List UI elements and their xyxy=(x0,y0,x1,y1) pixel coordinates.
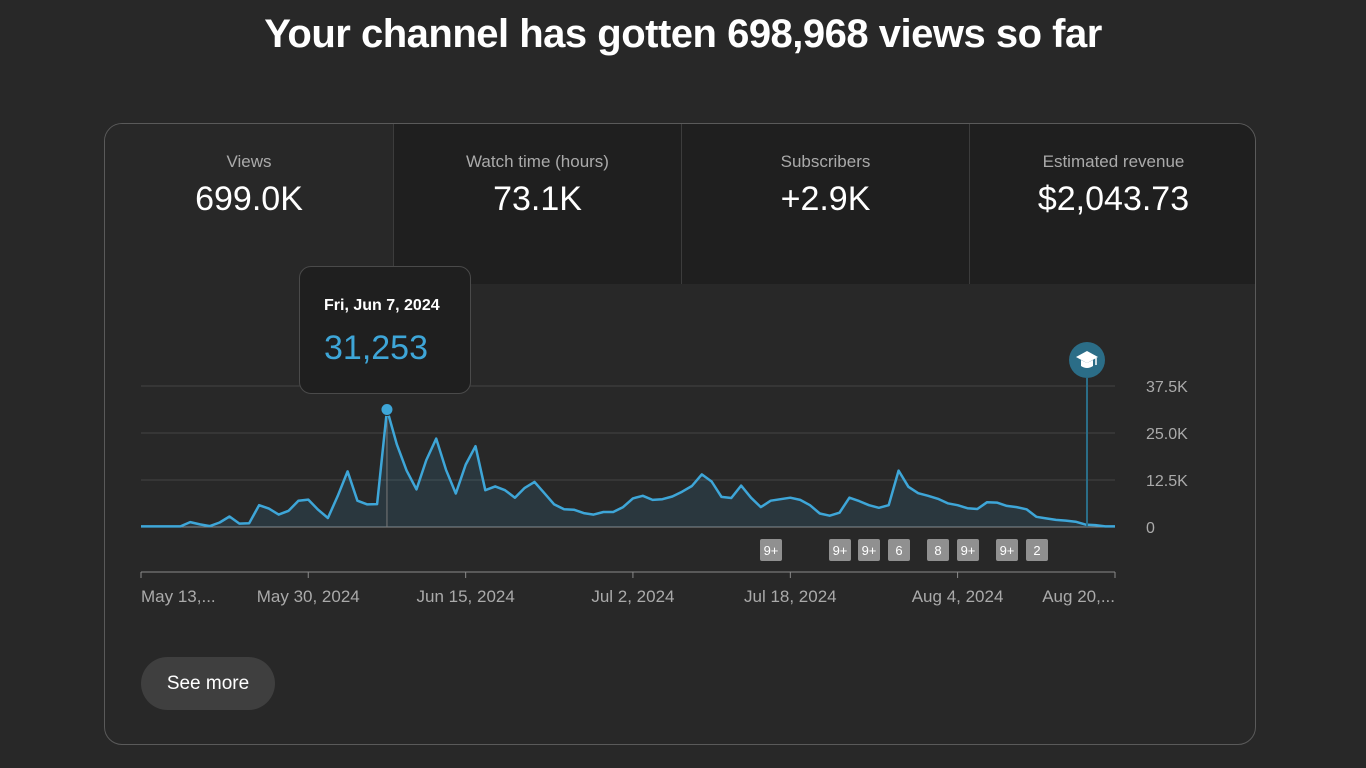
chart-area xyxy=(105,284,1255,744)
metric-tabs: Views 699.0K Watch time (hours) 73.1K Su… xyxy=(105,124,1255,284)
tab-estimated-revenue[interactable]: Estimated revenue $2,043.73 xyxy=(969,124,1255,284)
see-more-button[interactable]: See more xyxy=(141,657,275,710)
tooltip-value: 31,253 xyxy=(324,329,428,367)
tab-watch-time[interactable]: Watch time (hours) 73.1K xyxy=(393,124,681,284)
metric-label: Watch time (hours) xyxy=(466,152,609,171)
tab-views[interactable]: Views 699.0K xyxy=(105,124,393,284)
metric-value: 699.0K xyxy=(195,180,303,218)
analytics-card: Views 699.0K Watch time (hours) 73.1K Su… xyxy=(104,123,1256,745)
metric-value: +2.9K xyxy=(780,180,871,218)
metric-label: Estimated revenue xyxy=(1042,152,1185,171)
page-headline: Your channel has gotten 698,968 views so… xyxy=(264,12,1102,56)
chart-tooltip: Fri, Jun 7, 2024 31,253 xyxy=(299,266,471,394)
metric-value: $2,043.73 xyxy=(1037,180,1190,218)
metric-label: Subscribers xyxy=(780,152,871,171)
tooltip-date: Fri, Jun 7, 2024 xyxy=(324,297,440,314)
metric-value: 73.1K xyxy=(493,180,582,218)
tab-subscribers[interactable]: Subscribers +2.9K xyxy=(681,124,969,284)
metric-label: Views xyxy=(226,152,272,171)
